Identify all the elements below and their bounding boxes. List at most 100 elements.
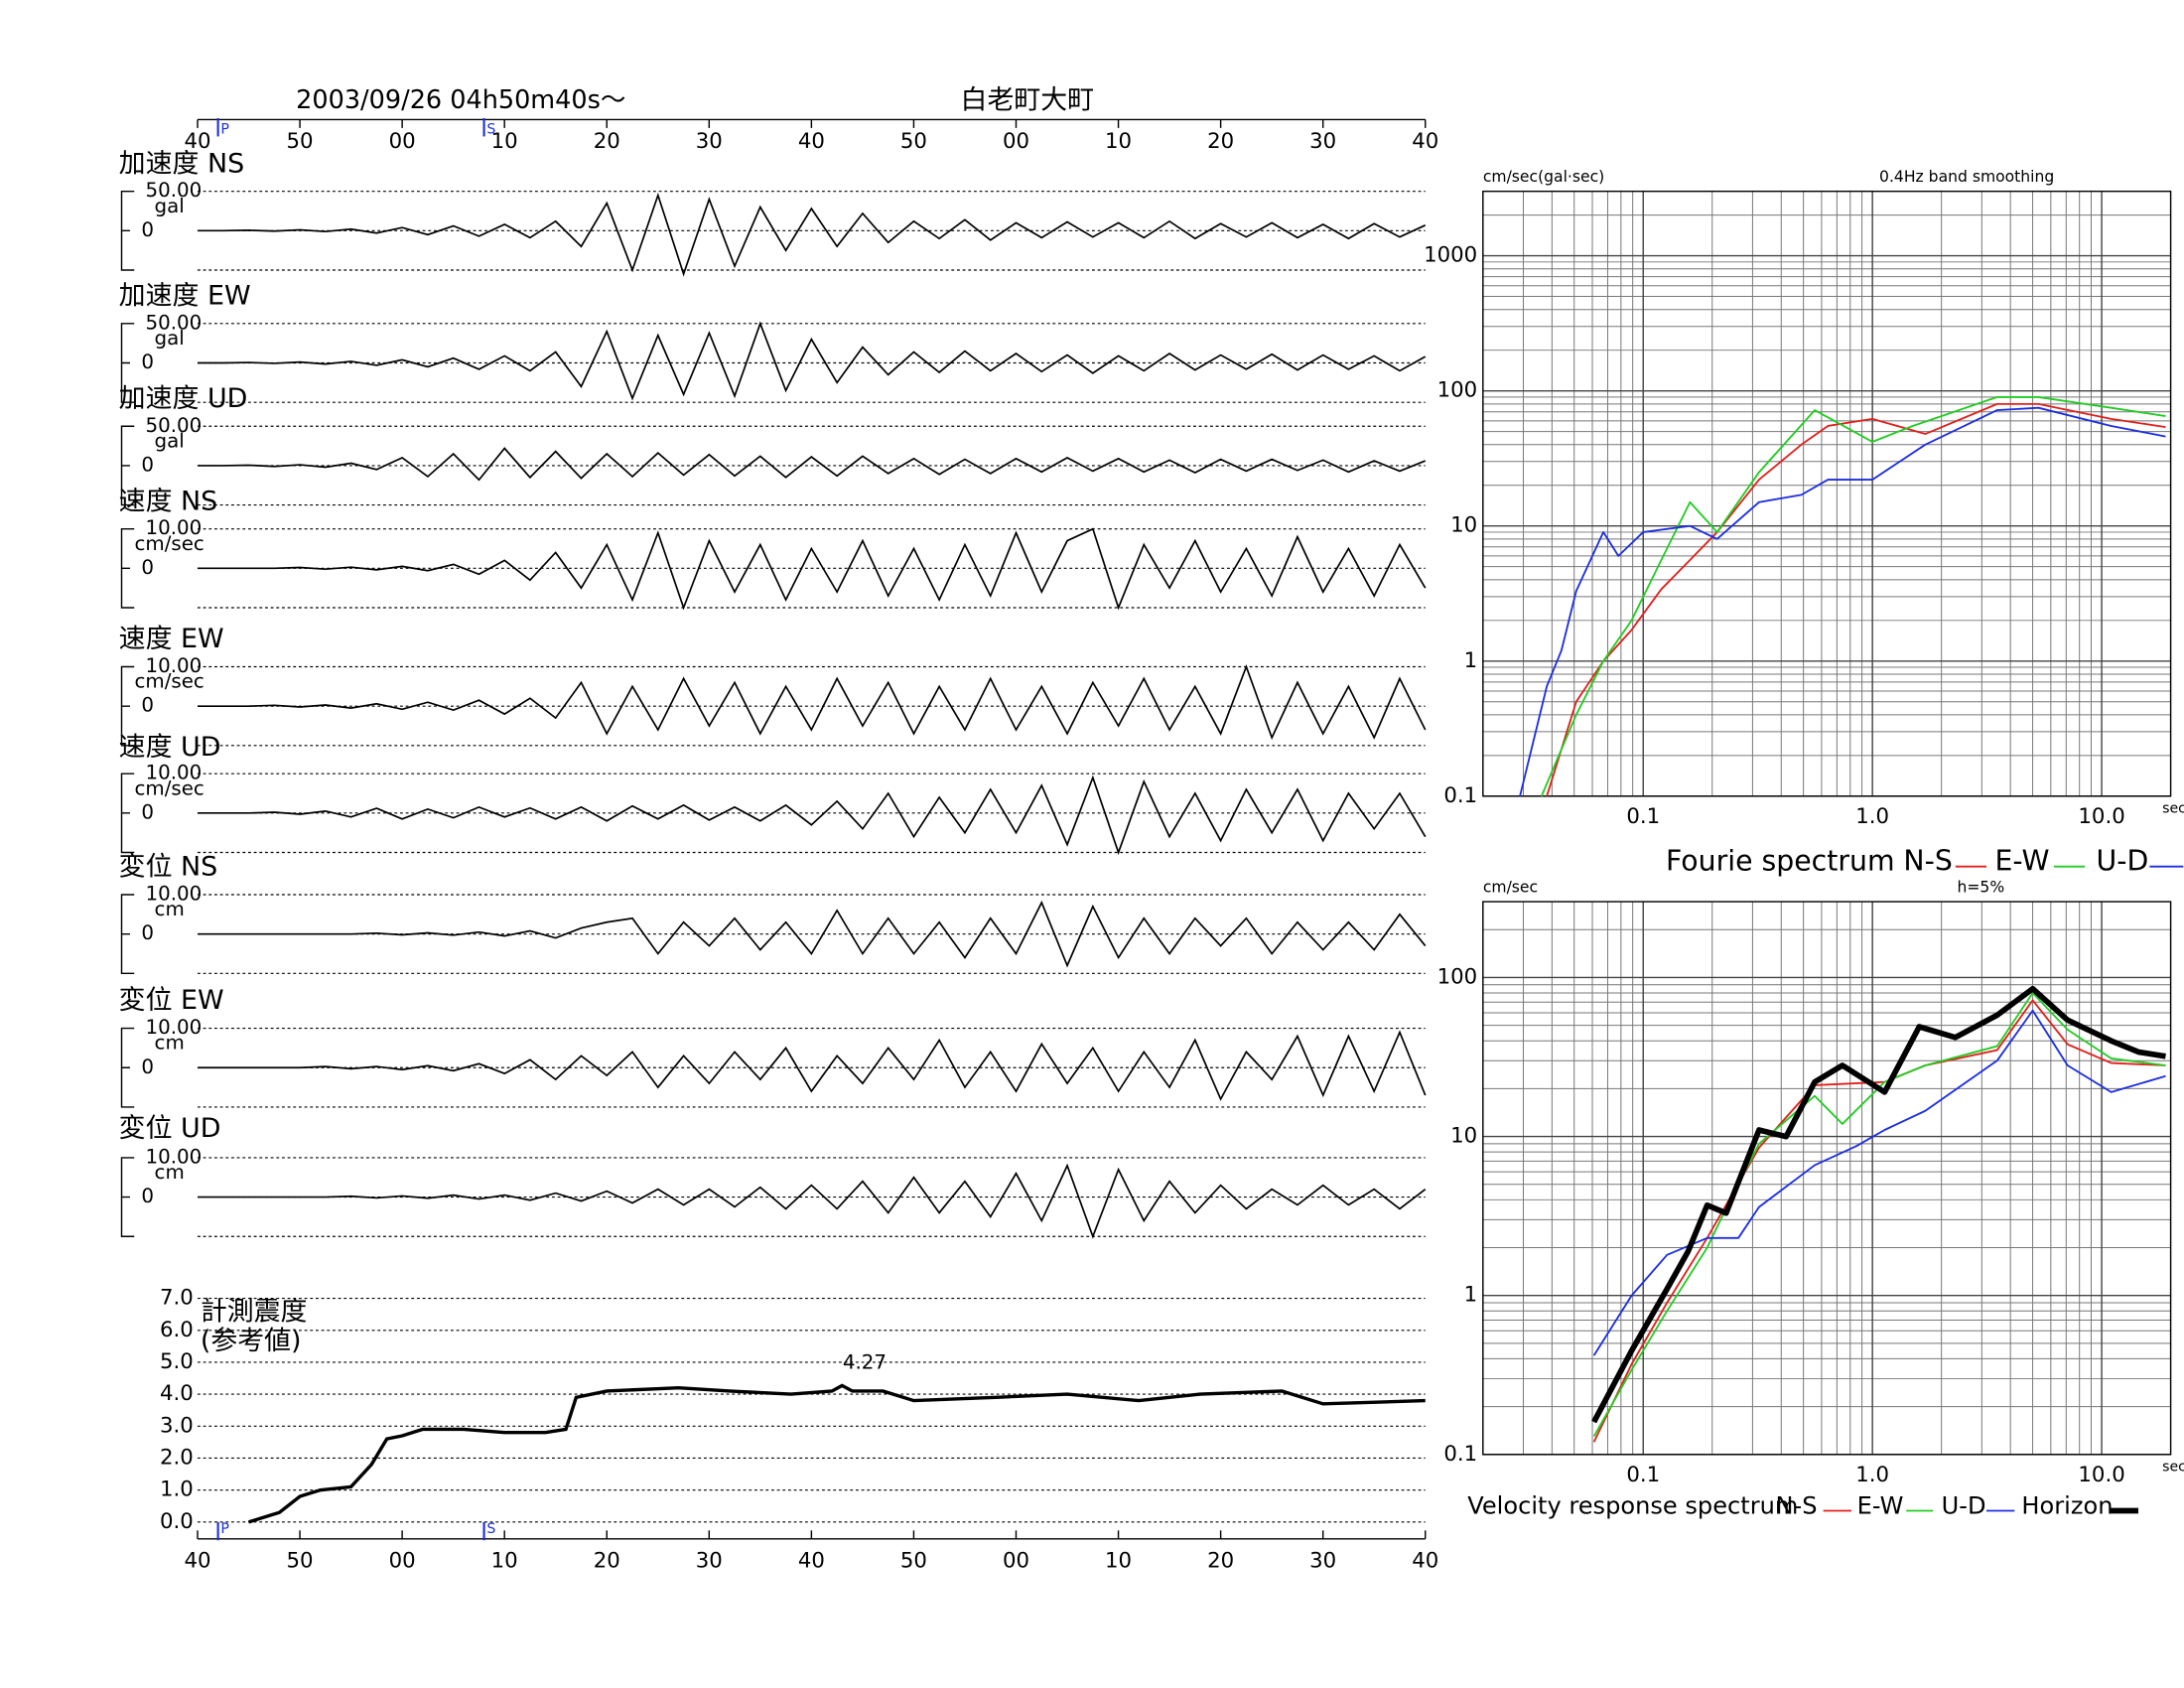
y-tick-label: 0.1 <box>1443 1442 1477 1467</box>
y-tick-label: 10 <box>1450 1124 1477 1149</box>
y-tick-label: 4.0 <box>160 1381 194 1406</box>
unit-label: gal <box>155 327 185 350</box>
x-tick-label: 1.0 <box>1855 804 1889 829</box>
x-tick-label: 20 <box>594 129 620 154</box>
x-tick-label: 30 <box>1309 129 1336 154</box>
chart-title: Fourie spectrum <box>1666 844 1895 877</box>
spectrum-line <box>1540 396 2166 797</box>
panel-bracket <box>120 1157 135 1237</box>
phase-marker-label: P <box>220 121 229 137</box>
legend-label: U-D <box>2097 844 2149 877</box>
y-tick-label: 10 <box>1450 513 1477 538</box>
y-tick-label: 6.0 <box>160 1318 194 1342</box>
panel-bracket <box>120 773 135 854</box>
y-tick-label: 50.00 <box>145 179 202 202</box>
waveform-trace <box>198 664 1427 741</box>
station-name: 白老町大町 <box>961 85 1095 116</box>
x-tick-label: 30 <box>696 1549 723 1574</box>
chart-title: 計測震度 <box>201 1296 308 1327</box>
panel-bracket <box>120 894 135 975</box>
x-tick-label: 00 <box>1003 1549 1029 1574</box>
phase-marker-label: P <box>220 1521 229 1537</box>
x-tick-label: 00 <box>389 129 416 154</box>
y-tick-label: 10.00 <box>145 762 202 784</box>
y-tick-label: 7.0 <box>160 1286 194 1311</box>
x-tick-label: 0.1 <box>1626 1463 1660 1487</box>
spectrum-line <box>1546 402 2166 797</box>
legend-label: N-S <box>1903 844 1952 877</box>
legend-label: N-S <box>1776 1491 1818 1519</box>
x-tick-label: 30 <box>696 129 723 154</box>
y-axis-label: cm/sec(gal·sec) <box>1483 168 1604 186</box>
waveform-trace <box>198 1030 1427 1101</box>
y-tick-label: 1 <box>1464 1283 1478 1308</box>
unit-label: cm/sec <box>135 670 205 693</box>
trace-label: 速度 EW <box>119 624 224 654</box>
panel-bracket <box>120 190 135 271</box>
plot-frame <box>1482 901 2172 1456</box>
plot-note: h=5% <box>1958 878 2005 896</box>
y-tick-label: 3.0 <box>160 1413 194 1438</box>
x-tick-label: 10.0 <box>2078 1463 2124 1487</box>
trace-label: 加速度 EW <box>119 280 251 311</box>
x-axis-label: sec <box>2162 801 2184 817</box>
y-tick-label: 0 <box>141 218 154 241</box>
y-tick-label: 0 <box>141 556 154 579</box>
annotation: 4.27 <box>843 1350 887 1373</box>
x-tick-label: 50 <box>900 1549 927 1574</box>
y-tick-label: 5.0 <box>160 1349 194 1374</box>
chart-title: Velocity response spectrum <box>1467 1491 1798 1519</box>
y-tick-label: 0 <box>141 800 154 823</box>
x-tick-label: 30 <box>1309 1549 1336 1574</box>
unit-label: cm <box>155 898 185 920</box>
x-tick-label: 10.0 <box>2078 804 2124 829</box>
spectrum-line <box>1592 992 2166 1438</box>
trace-label: 速度 UD <box>119 732 221 763</box>
waveform-trace <box>198 321 1427 401</box>
y-tick-label: 0 <box>141 351 154 373</box>
y-tick-label: 10.00 <box>145 1145 202 1168</box>
x-tick-label: 10 <box>491 129 518 154</box>
legend-label: Horizon <box>2021 1491 2113 1519</box>
y-tick-label: 0 <box>141 1185 154 1207</box>
waveform-trace <box>198 527 1427 611</box>
y-tick-label: 10.00 <box>145 654 202 677</box>
intensity-line <box>248 1383 1426 1524</box>
waveform-trace <box>198 774 1427 856</box>
plot-frame <box>1482 190 2172 797</box>
y-tick-label: 10.00 <box>145 516 202 539</box>
panel-bracket <box>120 425 135 506</box>
y-tick-label: 0 <box>141 694 154 717</box>
waveform-trace <box>198 192 1427 277</box>
record-title: 2003/09/26 04h50m40s～ <box>296 85 625 115</box>
spectrum-line <box>1591 985 2166 1424</box>
trace-label: 変位 NS <box>119 852 218 883</box>
y-tick-label: 0 <box>141 1055 154 1078</box>
y-tick-label: 100 <box>1437 964 1478 989</box>
waveform-trace <box>198 1163 1427 1239</box>
trace-label: 変位 UD <box>119 1113 221 1144</box>
phase-marker-label: S <box>486 1521 495 1537</box>
x-axis-label: sec <box>2162 1460 2184 1476</box>
legend-label: E-W <box>1857 1491 1904 1519</box>
x-tick-label: 40 <box>798 129 825 154</box>
panel-bracket <box>120 665 135 747</box>
unit-label: gal <box>155 195 185 217</box>
trace-label: 加速度 UD <box>119 383 248 414</box>
unit-label: gal <box>155 429 185 452</box>
y-axis-label: cm/sec <box>1483 878 1538 896</box>
x-tick-label: 50 <box>287 1549 314 1574</box>
x-tick-label: 10 <box>491 1549 518 1574</box>
y-tick-label: 0.1 <box>1443 783 1477 808</box>
unit-label: cm/sec <box>135 776 205 799</box>
x-tick-label: 40 <box>798 1549 825 1574</box>
plot-note: 0.4Hz band smoothing <box>1879 168 2054 186</box>
x-tick-label: 20 <box>1207 129 1234 154</box>
y-tick-label: 50.00 <box>145 311 202 334</box>
unit-label: cm <box>155 1032 185 1055</box>
x-tick-label: 40 <box>184 1549 210 1574</box>
panel-bracket <box>120 323 135 403</box>
spectrum-line <box>1592 1009 2166 1356</box>
trace-label: 速度 NS <box>119 486 218 516</box>
